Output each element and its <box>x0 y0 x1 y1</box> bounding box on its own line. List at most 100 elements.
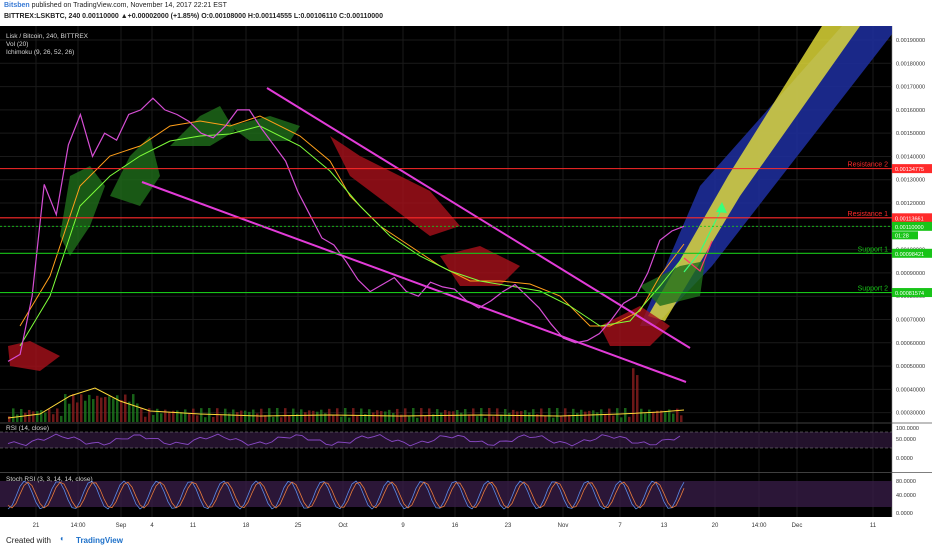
volume-bar <box>452 411 455 422</box>
volume-bar <box>612 415 615 422</box>
volume-bar <box>148 408 151 422</box>
volume-bar <box>168 411 171 422</box>
volume-bar <box>676 408 679 422</box>
volume-bar <box>320 409 323 422</box>
volume-bar <box>380 411 383 422</box>
volume-bar <box>52 414 55 422</box>
y-tick-label: 0.00170000 <box>896 85 925 91</box>
volume-bar <box>668 409 671 422</box>
kijun-line <box>19 125 685 347</box>
volume-bar <box>208 408 211 422</box>
x-tick-label: Dec <box>792 523 803 529</box>
volume-bar <box>304 412 307 422</box>
y-tick-label: 0.00070000 <box>896 318 925 324</box>
level-price-tag-text: 0.00134775 <box>895 167 924 173</box>
y-tick-label: 0.00140000 <box>896 154 925 160</box>
volume-bar <box>120 399 123 422</box>
volume-bar <box>84 400 87 422</box>
volume-bar <box>276 408 279 422</box>
tradingview-logo-icon: ◐ <box>60 534 65 543</box>
price-axis-background <box>892 26 932 517</box>
stoch-tick-label: 40.0000 <box>896 493 916 499</box>
volume-bar <box>348 417 351 422</box>
volume-bar <box>16 414 19 422</box>
volume-bar <box>28 409 31 422</box>
volume-bar <box>556 408 559 422</box>
volume-bar <box>500 414 503 422</box>
volume-bar <box>24 412 27 422</box>
ichimoku-cloud <box>8 106 705 371</box>
volume-bar <box>172 410 175 422</box>
volume-bar <box>192 408 195 422</box>
volume-bar <box>288 415 291 422</box>
volume-bar <box>628 416 631 422</box>
volume-bar <box>204 417 207 422</box>
volume-bar <box>524 410 527 422</box>
volume-bar <box>244 410 247 422</box>
cloud-area <box>640 261 705 306</box>
volume-bar <box>40 410 43 422</box>
volume-bar <box>176 410 179 422</box>
volume-bar <box>484 417 487 422</box>
current-price-tag-text: 0.00110000 <box>895 225 924 231</box>
publish-info: Bitsben published on TradingView.com, No… <box>4 2 227 9</box>
level-price-tag-text: 0.00098421 <box>895 252 924 258</box>
volume-bar <box>80 394 83 422</box>
x-tick-label: Oct <box>338 523 348 529</box>
volume-bars <box>8 368 683 422</box>
level-price-tag <box>892 288 932 298</box>
projection-arrow-green <box>683 207 723 273</box>
volume-bar <box>12 408 15 422</box>
volume-bar <box>616 408 619 422</box>
volume-bar <box>520 411 523 422</box>
volume-bar <box>228 413 231 422</box>
x-tick-label: 18 <box>243 523 250 529</box>
volume-bar <box>256 413 259 422</box>
volume-bar <box>312 410 315 422</box>
time-axis: 21 14:00 Sep 4 11 18 25 Oct 9 16 23 Nov 7 13 20 14:00 De… <box>33 523 877 529</box>
volume-bar <box>580 409 583 422</box>
countdown-tag-text: 01:28 <box>895 233 909 239</box>
volume-bar <box>60 415 63 422</box>
tradingview-brand[interactable]: TradingView <box>76 536 123 545</box>
x-tick-label: 14:00 <box>70 523 86 529</box>
cloud-area <box>600 306 670 346</box>
volume-bar <box>432 414 435 422</box>
created-with-text: Created with <box>6 536 51 545</box>
y-tick-label: 0.00030000 <box>896 411 925 417</box>
volume-bar <box>44 412 47 422</box>
volume-bar <box>588 410 591 422</box>
cloud-area <box>330 136 460 236</box>
volume-bar <box>448 411 451 422</box>
time-axis-background <box>0 517 932 530</box>
volume-bar <box>284 408 287 422</box>
x-tick-label: 20 <box>712 523 719 529</box>
volume-bar <box>8 416 11 422</box>
x-tick-label: 25 <box>295 523 302 529</box>
volume-bar <box>636 375 639 422</box>
volume-bar <box>548 408 551 422</box>
x-tick-label: 11 <box>870 523 877 529</box>
volume-bar <box>340 416 343 422</box>
volume-bar <box>420 408 423 422</box>
volume-bar <box>76 402 79 422</box>
volume-bar <box>236 411 239 422</box>
volume-bar <box>96 395 99 422</box>
volume-bar <box>212 417 215 422</box>
y-tick-label: 0.00060000 <box>896 341 925 347</box>
volume-bar <box>624 408 627 422</box>
volume-bar <box>100 397 103 422</box>
legend-volume: Vol (20) <box>6 41 28 48</box>
volume-bar <box>48 409 51 422</box>
volume-bar <box>20 409 23 422</box>
volume-bar <box>240 410 243 422</box>
x-tick-label: Sep <box>116 523 127 529</box>
volume-bar <box>468 414 471 422</box>
x-tick-label: 13 <box>661 523 668 529</box>
volume-bar <box>364 414 367 422</box>
projection-arrowhead-icon <box>716 202 727 213</box>
publisher-name[interactable]: Bitsben <box>4 2 30 9</box>
x-tick-label: 23 <box>505 523 512 529</box>
level-label: Resistance 2 <box>848 162 889 169</box>
chart-area[interactable]: 21 14:00 Sep 4 11 18 25 Oct 9 16 23 Nov 7 13 20 14:00 De… <box>0 26 932 530</box>
